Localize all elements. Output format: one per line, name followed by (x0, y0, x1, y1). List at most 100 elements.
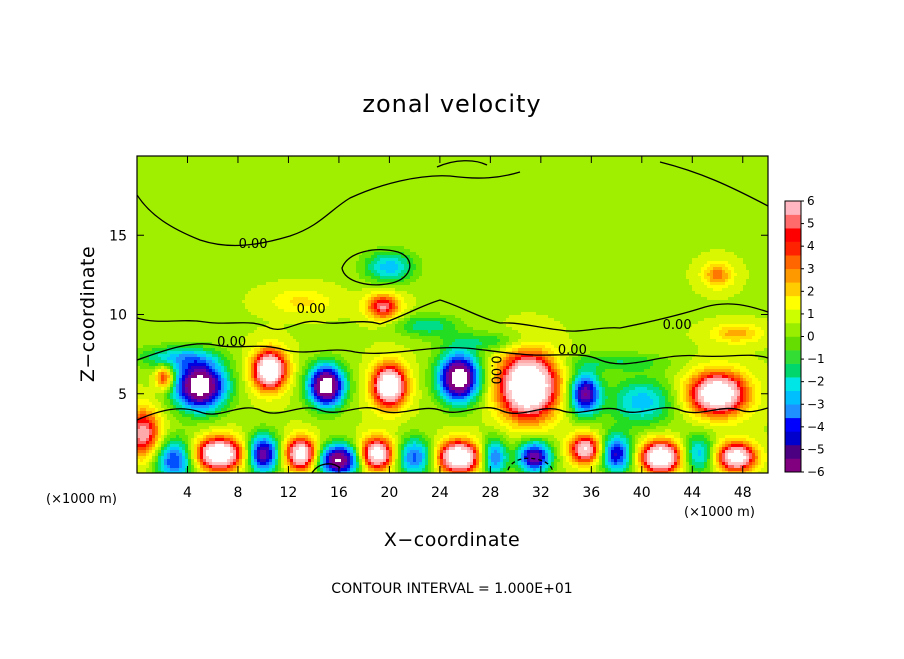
field-cell (518, 159, 522, 163)
field-cell (266, 168, 270, 172)
field-cell (659, 168, 663, 172)
field-cell (170, 168, 174, 172)
field-cell (725, 156, 729, 160)
field-cell (488, 156, 492, 160)
field-cell (398, 168, 402, 172)
field-cell (200, 171, 204, 175)
field-cell (725, 171, 729, 175)
field-cell (158, 162, 162, 166)
field-cell (416, 168, 420, 172)
field-cell (617, 168, 621, 172)
field-cell (227, 165, 231, 169)
field-cell (164, 165, 168, 169)
field-cell (545, 168, 549, 172)
field-cell (611, 174, 615, 178)
field-cell (665, 165, 669, 169)
field-cell (524, 165, 528, 169)
field-cell (737, 171, 741, 175)
field-cell (656, 156, 660, 160)
field-cell (722, 156, 726, 160)
field-cell (539, 165, 543, 169)
field-cell (137, 168, 141, 172)
field-cell (347, 168, 351, 172)
field-cell (338, 162, 342, 166)
field-cell (167, 159, 171, 163)
field-cell (587, 159, 591, 163)
field-cell (518, 171, 522, 175)
field-cell (512, 168, 516, 172)
field-cell (626, 174, 630, 178)
field-cell (626, 171, 630, 175)
field-cell (212, 165, 216, 169)
field-cell (341, 162, 345, 166)
field-cell (665, 159, 669, 163)
field-cell (461, 174, 465, 178)
field-cell (761, 168, 765, 172)
field-cell (365, 162, 369, 166)
field-cell (761, 159, 765, 163)
field-cell (257, 171, 261, 175)
field-cell (284, 162, 288, 166)
field-cell (197, 159, 201, 163)
field-cell (464, 165, 468, 169)
field-cell (557, 162, 561, 166)
field-cell (209, 162, 213, 166)
field-cell (554, 171, 558, 175)
field-cell (752, 162, 756, 166)
field-cell (302, 162, 306, 166)
field-cell (593, 162, 597, 166)
field-cell (425, 174, 429, 178)
field-cell (269, 174, 273, 178)
field-cell (137, 156, 141, 160)
field-cell (485, 171, 489, 175)
field-cell (509, 174, 513, 178)
field-cell (230, 156, 234, 160)
field-cell (680, 174, 684, 178)
field-cell (464, 174, 468, 178)
field-cell (227, 171, 231, 175)
field-cell (641, 168, 645, 172)
field-cell (524, 174, 528, 178)
field-cell (281, 165, 285, 169)
field-cell (356, 162, 360, 166)
field-cell (266, 156, 270, 160)
field-cell (683, 162, 687, 166)
field-cell (317, 174, 321, 178)
field-cell (227, 162, 231, 166)
field-cell (221, 168, 225, 172)
field-cell (332, 156, 336, 160)
field-cell (647, 171, 651, 175)
field-cell (605, 156, 609, 160)
field-cell (608, 168, 612, 172)
field-cell (353, 168, 357, 172)
field-cell (146, 168, 150, 172)
field-cell (209, 174, 213, 178)
field-cell (509, 159, 513, 163)
field-cell (698, 156, 702, 160)
field-cell (659, 162, 663, 166)
field-cell (716, 156, 720, 160)
field-cell (617, 171, 621, 175)
field-cell (758, 165, 762, 169)
field-cell (677, 159, 681, 163)
field-cell (389, 162, 393, 166)
field-cell (392, 162, 396, 166)
field-cell (698, 162, 702, 166)
field-cell (572, 165, 576, 169)
field-cell (731, 156, 735, 160)
field-cell (374, 159, 378, 163)
field-cell (290, 159, 294, 163)
field-cell (557, 159, 561, 163)
field-cell (476, 174, 480, 178)
field-cell (746, 159, 750, 163)
field-cell (440, 165, 444, 169)
field-cell (551, 165, 555, 169)
field-cell (404, 171, 408, 175)
field-cell (206, 159, 210, 163)
field-cell (530, 165, 534, 169)
field-cell (575, 171, 579, 175)
field-cell (290, 156, 294, 160)
field-cell (314, 165, 318, 169)
field-cell (287, 174, 291, 178)
field-cell (416, 159, 420, 163)
